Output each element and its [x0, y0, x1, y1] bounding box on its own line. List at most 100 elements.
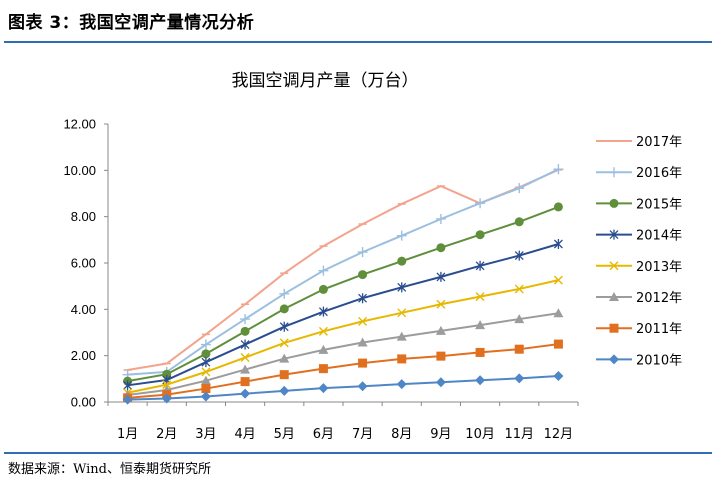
data-point [318, 284, 328, 294]
data-point [436, 243, 446, 253]
data-point [318, 265, 329, 276]
data-point [357, 381, 368, 392]
y-tick-label: 12.00 [63, 117, 96, 132]
legend-label: 2015年 [636, 197, 682, 212]
data-point [475, 230, 485, 240]
data-point [514, 183, 525, 194]
data-point [475, 292, 485, 302]
data-point [553, 164, 564, 175]
series-0 [123, 168, 563, 372]
data-point [240, 339, 250, 350]
data-point [436, 271, 446, 282]
series-line [127, 243, 559, 387]
data-point [123, 380, 133, 391]
figure-header: 图表 3：我国空调产量情况分析 [0, 0, 716, 44]
series-line [127, 312, 559, 397]
series-line [127, 168, 559, 372]
legend-item: 2016年 [596, 166, 682, 181]
data-point [201, 367, 211, 377]
legend-item: 2014年 [596, 229, 682, 244]
data-point [162, 369, 172, 379]
data-point [201, 384, 211, 394]
data-point [122, 394, 133, 405]
y-tick-label: 10.00 [63, 163, 96, 178]
data-point [514, 250, 524, 261]
footer-rule [4, 452, 712, 454]
data-point [357, 337, 368, 347]
data-point [358, 316, 368, 326]
legend-label: 2014年 [636, 229, 682, 244]
data-point [475, 347, 485, 357]
data-point [240, 314, 251, 325]
data-point [318, 344, 329, 354]
data-point [396, 379, 407, 390]
data-point [553, 371, 564, 382]
x-tick-label: 5月 [274, 427, 295, 442]
line-chart: 我国空调月产量（万台） 0.00 2.00 4.00 6.00 8.00 10.00 12.… [63, 71, 682, 442]
legend-label: 2016年 [636, 166, 682, 181]
x-tick-label: 9月 [430, 427, 451, 442]
series-line [127, 279, 559, 394]
data-point [435, 213, 446, 224]
chart-title: 我国空调月产量（万台） [232, 71, 419, 91]
legend-label: 2010年 [636, 353, 682, 368]
y-tick-label: 2.00 [71, 348, 96, 363]
legend-marker [609, 261, 619, 271]
data-point [279, 288, 290, 299]
data-point [397, 282, 407, 293]
data-point [318, 383, 329, 394]
data-point [200, 391, 211, 402]
data-point [397, 308, 407, 318]
data-point [514, 217, 524, 227]
series-6 [123, 339, 563, 403]
series-5 [122, 308, 564, 400]
legend-marker [609, 323, 619, 333]
legend-label: 2011年 [636, 322, 682, 337]
y-tick-label: 6.00 [71, 256, 96, 271]
legend-marker [609, 198, 619, 208]
series-line [127, 168, 559, 376]
data-point [553, 202, 563, 212]
data-point [279, 338, 289, 348]
data-point [514, 344, 524, 354]
plot-area: 0.00 2.00 4.00 6.00 8.00 10.00 12.00 1月 2月 3月 4月 5月… [63, 117, 579, 442]
data-point [553, 275, 563, 285]
data-point [396, 331, 407, 341]
legend-item: 2017年 [596, 135, 682, 150]
data-point [279, 370, 289, 380]
data-point [279, 385, 290, 396]
x-tick-label: 3月 [195, 427, 216, 442]
legend-item: 2011年 [596, 322, 682, 337]
x-tick-label: 11月 [504, 427, 534, 442]
legend-label: 2013年 [636, 260, 682, 275]
data-point [162, 380, 172, 390]
x-tick-label: 10月 [465, 427, 495, 442]
y-tick-label: 0.00 [71, 395, 96, 410]
legend-item: 2010年 [596, 353, 682, 368]
data-point [279, 321, 289, 332]
data-point [357, 247, 368, 258]
data-point [436, 351, 446, 361]
data-point [201, 349, 211, 359]
data-point [240, 388, 251, 399]
y-tick-label: 8.00 [71, 209, 96, 224]
data-point [514, 373, 525, 384]
data-point [435, 377, 446, 388]
data-point [200, 339, 211, 350]
data-point [514, 284, 524, 294]
data-point [475, 320, 486, 330]
data-point [435, 325, 446, 335]
legend-marker [609, 292, 619, 301]
header-rule [4, 41, 712, 43]
legend-label: 2012年 [636, 291, 682, 306]
data-point [201, 357, 211, 368]
series-line [127, 375, 559, 401]
x-tick-label: 12月 [544, 427, 574, 442]
series-line [127, 206, 559, 383]
data-point [358, 358, 368, 368]
data-point [318, 364, 328, 374]
series-2 [123, 202, 563, 386]
data-point [279, 304, 289, 314]
series-3 [123, 239, 563, 391]
legend-item: 2015年 [596, 197, 682, 212]
